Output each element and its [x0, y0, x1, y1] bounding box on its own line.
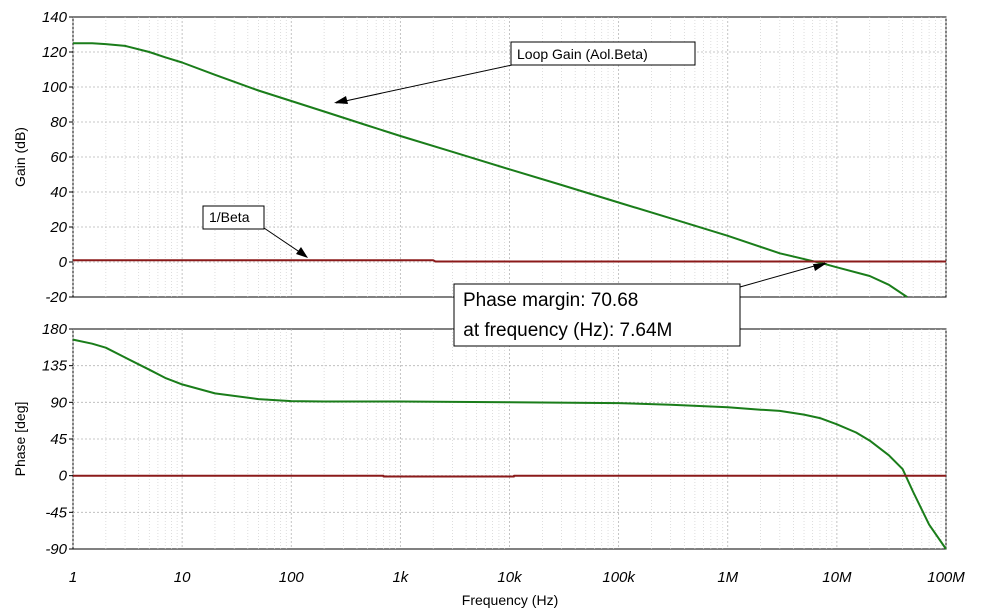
x-tick-label: 100 [279, 569, 305, 586]
loop-gain-label-box [510, 41, 696, 66]
phase-panel: 180 135 90 45 0 -45 -90 Phase [deg] 1 10 100 1k 10… [12, 321, 965, 608]
x-tick-label: 10 [174, 569, 191, 586]
phase-y-tick-label: 180 [42, 321, 68, 338]
phase-y-tick-label: 135 [42, 358, 68, 375]
gain-series-inverse-beta-line [73, 259, 946, 263]
gain-y-tick-label: 100 [42, 79, 68, 96]
phase-margin-line2: at frequency (Hz): 7.64M [458, 320, 672, 341]
gain-y-tick-label: 20 [49, 219, 67, 236]
gain-y-tick-label: 140 [42, 9, 68, 26]
phase-margin-arrowhead [813, 263, 827, 271]
gain-y-tick-label: 40 [50, 184, 67, 201]
phase-y-tick-label: 45 [50, 431, 67, 448]
x-tick-label: 1M [717, 569, 738, 586]
phase-y-tick-label: 90 [50, 394, 67, 411]
beta-label-box [202, 205, 265, 230]
gain-y-tick-label: 80 [50, 114, 67, 131]
phase-series-loop-gain-line [72, 338, 947, 550]
phase-y-tick-label: -90 [45, 541, 67, 558]
phase-y-tick-label: -45 [45, 504, 67, 521]
phase-grid [69, 328, 947, 550]
loop-gain-arrow [335, 64, 513, 104]
beta-arrowhead [296, 247, 308, 258]
gain-y-axis-label: Gain (dB) [12, 127, 28, 187]
phase-series-inverse-beta-line [73, 474, 946, 478]
x-axis-label: Frequency (Hz) [462, 592, 558, 608]
x-tick-label: 100M [927, 569, 965, 586]
phase-margin-line1: Phase margin: 70.68 [463, 290, 638, 311]
phase-series [72, 338, 947, 550]
phase-margin-box [453, 283, 741, 347]
x-tick-label: 100k [602, 569, 636, 586]
x-tick-label: 10M [822, 569, 852, 586]
loop-gain-arrowhead [334, 96, 348, 104]
phase-margin-arrow [739, 262, 826, 288]
gain-y-tick-labels: 140 120 100 80 60 40 20 0 -20 [42, 9, 68, 306]
x-tick-label: 1 [69, 569, 77, 586]
phase-y-tick-label: 0 [59, 468, 68, 485]
phase-y-tick-labels: 180 135 90 45 0 -45 -90 [42, 321, 68, 558]
x-tick-label: 1k [392, 569, 409, 586]
loop-gain-annotation: Loop Gain (Aol.Beta) [334, 41, 696, 104]
x-tick-label: 10k [497, 569, 523, 586]
x-tick-labels: 1 10 100 1k 10k 100k 1M 10M 100M [69, 569, 965, 586]
gain-y-tick-label: 120 [42, 44, 68, 61]
gain-grid [69, 16, 947, 298]
loop-gain-label: Loop Gain (Aol.Beta) [517, 46, 648, 62]
gain-y-tick-label: 60 [50, 149, 67, 166]
gain-y-tick-label: 0 [59, 254, 68, 271]
beta-annotation: 1/Beta [202, 205, 308, 258]
beta-label: 1/Beta [209, 209, 250, 225]
gain-y-tick-label: -20 [45, 289, 67, 306]
phase-margin-annotation: Phase margin: 70.68 at frequency (Hz): 7… [453, 262, 827, 347]
phase-y-axis-label: Phase [deg] [12, 402, 28, 477]
gain-panel: 140 120 100 80 60 40 20 0 -20 Gain (dB) [12, 9, 947, 306]
